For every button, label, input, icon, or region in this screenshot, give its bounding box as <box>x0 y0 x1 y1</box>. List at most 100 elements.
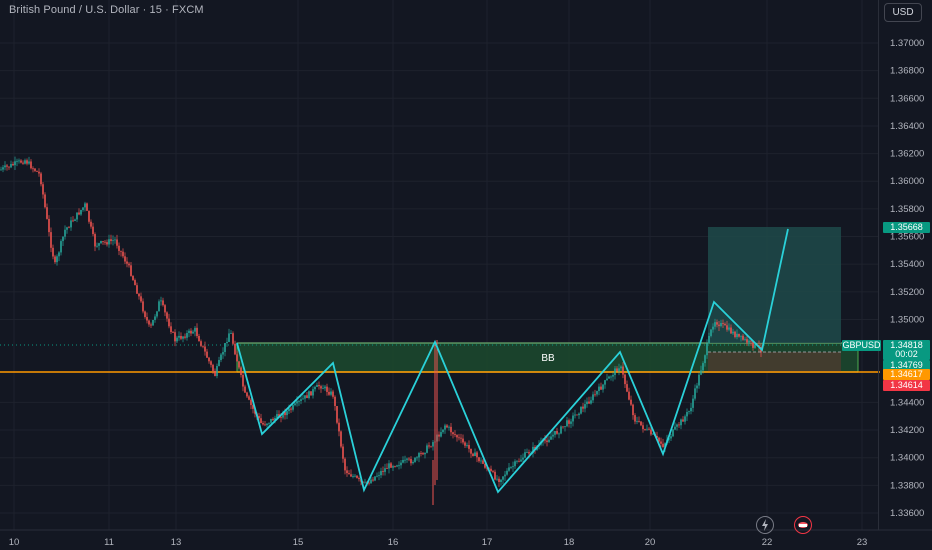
candle-body <box>42 184 44 195</box>
candle-body <box>48 218 50 233</box>
candle-body <box>578 413 580 416</box>
price-tick-label: 1.35800 <box>890 204 924 215</box>
candle-body <box>330 391 332 395</box>
candle-body <box>484 463 486 468</box>
candle-body <box>690 407 692 412</box>
candle-body <box>26 160 28 164</box>
candle-body <box>370 479 372 484</box>
candle-body <box>188 330 190 334</box>
candle-body <box>446 425 448 428</box>
candle-body <box>314 386 316 390</box>
candle-body <box>222 352 224 355</box>
candle-body <box>322 388 324 390</box>
candle-body <box>172 332 174 333</box>
candle-body <box>496 478 498 480</box>
candle-body <box>374 476 376 481</box>
candle-body <box>564 426 566 428</box>
candle-body <box>352 476 354 477</box>
candle-body <box>576 414 578 416</box>
candle-body <box>616 368 618 372</box>
candle-body <box>190 330 192 334</box>
candle-body <box>632 404 634 416</box>
candle-body <box>722 322 724 324</box>
candle-body <box>292 405 294 410</box>
time-tick-label: 13 <box>171 537 182 548</box>
candle-body <box>524 452 526 458</box>
candle-body <box>476 452 478 458</box>
candle-body <box>662 443 664 447</box>
candle-body <box>212 364 214 371</box>
candle-body <box>400 462 402 466</box>
candle-body <box>748 340 750 343</box>
candle-body <box>184 336 186 338</box>
candle-body <box>620 366 622 369</box>
candle-body <box>432 442 434 447</box>
candle-body <box>372 479 374 481</box>
currency-button[interactable]: USD <box>884 3 922 22</box>
candle-body <box>274 418 276 421</box>
candle-body <box>498 478 500 483</box>
candle-body <box>704 355 706 364</box>
candle-body <box>30 161 32 169</box>
candle-body <box>412 461 414 464</box>
candle-body <box>570 421 572 424</box>
candle-body <box>178 335 180 338</box>
candle-body <box>696 385 698 389</box>
candle-body <box>642 425 644 430</box>
candle-body <box>6 165 8 167</box>
price-axis[interactable] <box>878 0 932 530</box>
candle-body <box>126 261 128 264</box>
candle-body <box>112 240 114 242</box>
candle-body <box>300 399 302 401</box>
candle-body <box>264 424 266 426</box>
candle-body <box>648 428 650 430</box>
candle-body <box>98 243 100 246</box>
candle-body <box>426 445 428 453</box>
candle-body <box>194 327 196 332</box>
candle-body <box>604 380 606 385</box>
candle-body <box>552 434 554 437</box>
candle-body <box>506 470 508 475</box>
candle-body <box>60 241 62 253</box>
price-tick-label: 1.36800 <box>890 66 924 77</box>
lightning-icon[interactable] <box>756 516 774 534</box>
candle-body <box>250 399 252 406</box>
candle-body <box>468 445 470 449</box>
candle-body <box>712 326 714 330</box>
candle-body <box>58 252 60 257</box>
candle-body <box>124 256 126 262</box>
candle-body <box>156 311 158 317</box>
candle-body <box>422 453 424 455</box>
candle-body <box>296 401 298 404</box>
candle-body <box>316 385 318 387</box>
long-position-target-area <box>708 227 841 343</box>
candle-body <box>68 227 70 229</box>
candle-body <box>556 431 558 434</box>
candle-body <box>670 436 672 439</box>
candle-body <box>492 471 494 472</box>
candle-body <box>408 458 410 460</box>
candle-body <box>464 442 466 446</box>
candle-body <box>430 446 432 448</box>
candle-body <box>280 417 282 418</box>
candle-body <box>84 203 86 208</box>
support-price-badge: 1.34617 <box>883 369 930 380</box>
alert-icon[interactable] <box>794 516 812 534</box>
candle-body <box>0 169 2 171</box>
candle-body <box>128 263 130 266</box>
candle-body <box>32 168 34 170</box>
candle-body <box>586 401 588 405</box>
price-tick-label: 1.37000 <box>890 38 924 49</box>
candle-body <box>734 331 736 338</box>
candle-body <box>236 354 238 362</box>
candle-body <box>458 437 460 439</box>
candle-body <box>320 386 322 389</box>
candle-body <box>742 335 744 340</box>
candle-body <box>660 441 662 444</box>
time-tick-label: 10 <box>9 537 20 548</box>
price-tick-label: 1.35200 <box>890 287 924 298</box>
candle-body <box>34 168 36 171</box>
candle-body <box>334 396 336 406</box>
